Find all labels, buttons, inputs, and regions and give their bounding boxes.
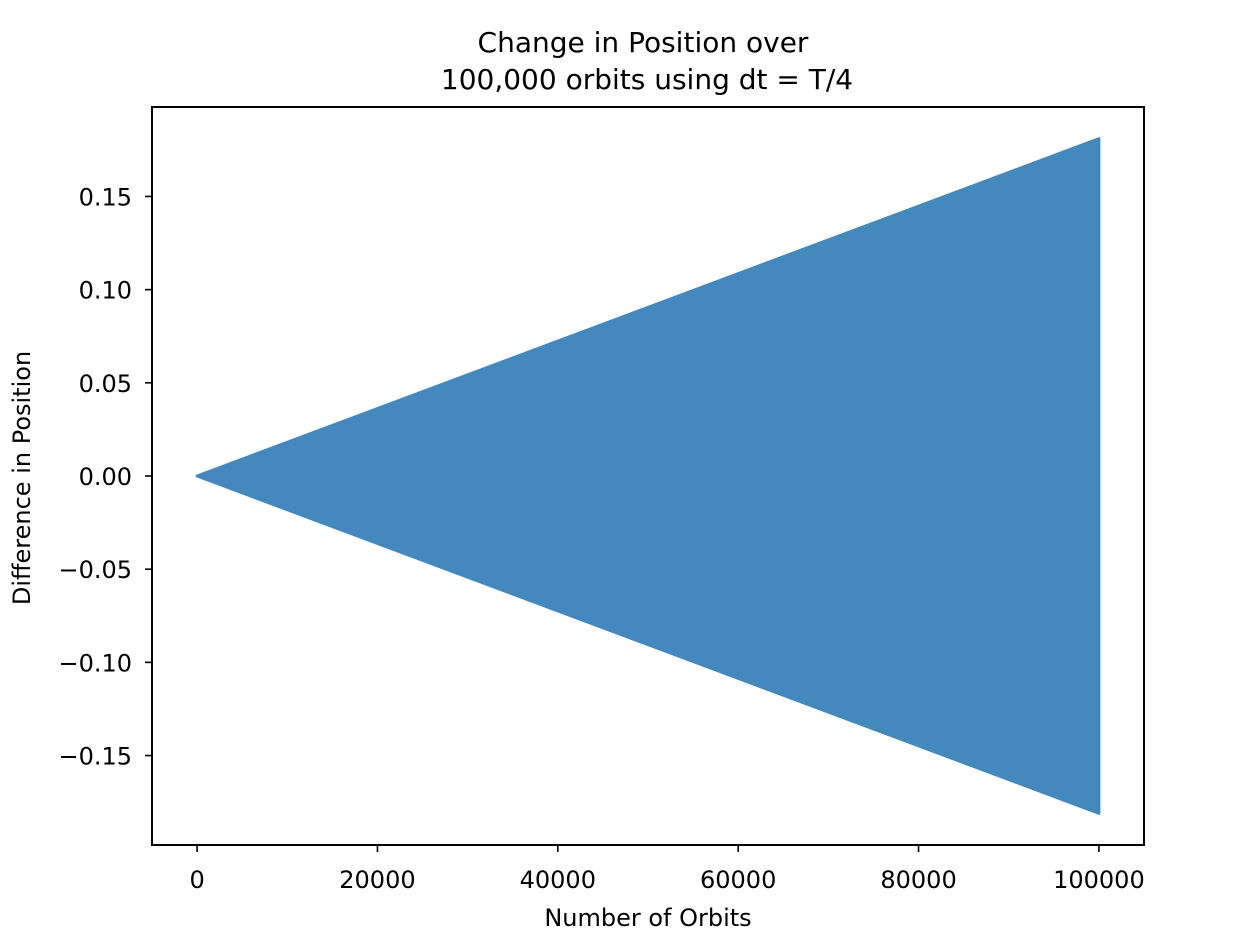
y-tick-label: 0.10 <box>79 277 132 305</box>
y-tick-label: 0.05 <box>79 370 132 398</box>
plot-area <box>195 137 1101 815</box>
y-axis-label: Difference in Position <box>8 351 36 605</box>
y-tick-label: 0.00 <box>79 463 132 491</box>
y-axis: 0.15 0.10 0.05 0.00 −0.05 −0.10 −0.15 <box>58 183 152 771</box>
x-axis: 0 20000 40000 60000 80000 100000 <box>189 845 1145 894</box>
x-tick-label: 40000 <box>520 866 596 894</box>
x-tick-label: 100000 <box>1053 866 1145 894</box>
y-tick-label: −0.05 <box>58 556 132 584</box>
x-tick-label: 60000 <box>700 866 776 894</box>
y-tick-label: −0.10 <box>58 649 132 677</box>
y-tick-label: −0.15 <box>58 743 132 771</box>
x-axis-label: Number of Orbits <box>544 904 751 932</box>
x-tick-label: 0 <box>189 866 204 894</box>
x-tick-label: 80000 <box>880 866 956 894</box>
chart-title-line-1: Change in Position over <box>478 26 809 59</box>
y-tick-label: 0.15 <box>79 183 132 211</box>
series-0-area <box>195 137 1101 815</box>
x-tick-label: 20000 <box>339 866 415 894</box>
chart-title-line-2: 100,000 orbits using dt = T/4 <box>441 63 853 96</box>
